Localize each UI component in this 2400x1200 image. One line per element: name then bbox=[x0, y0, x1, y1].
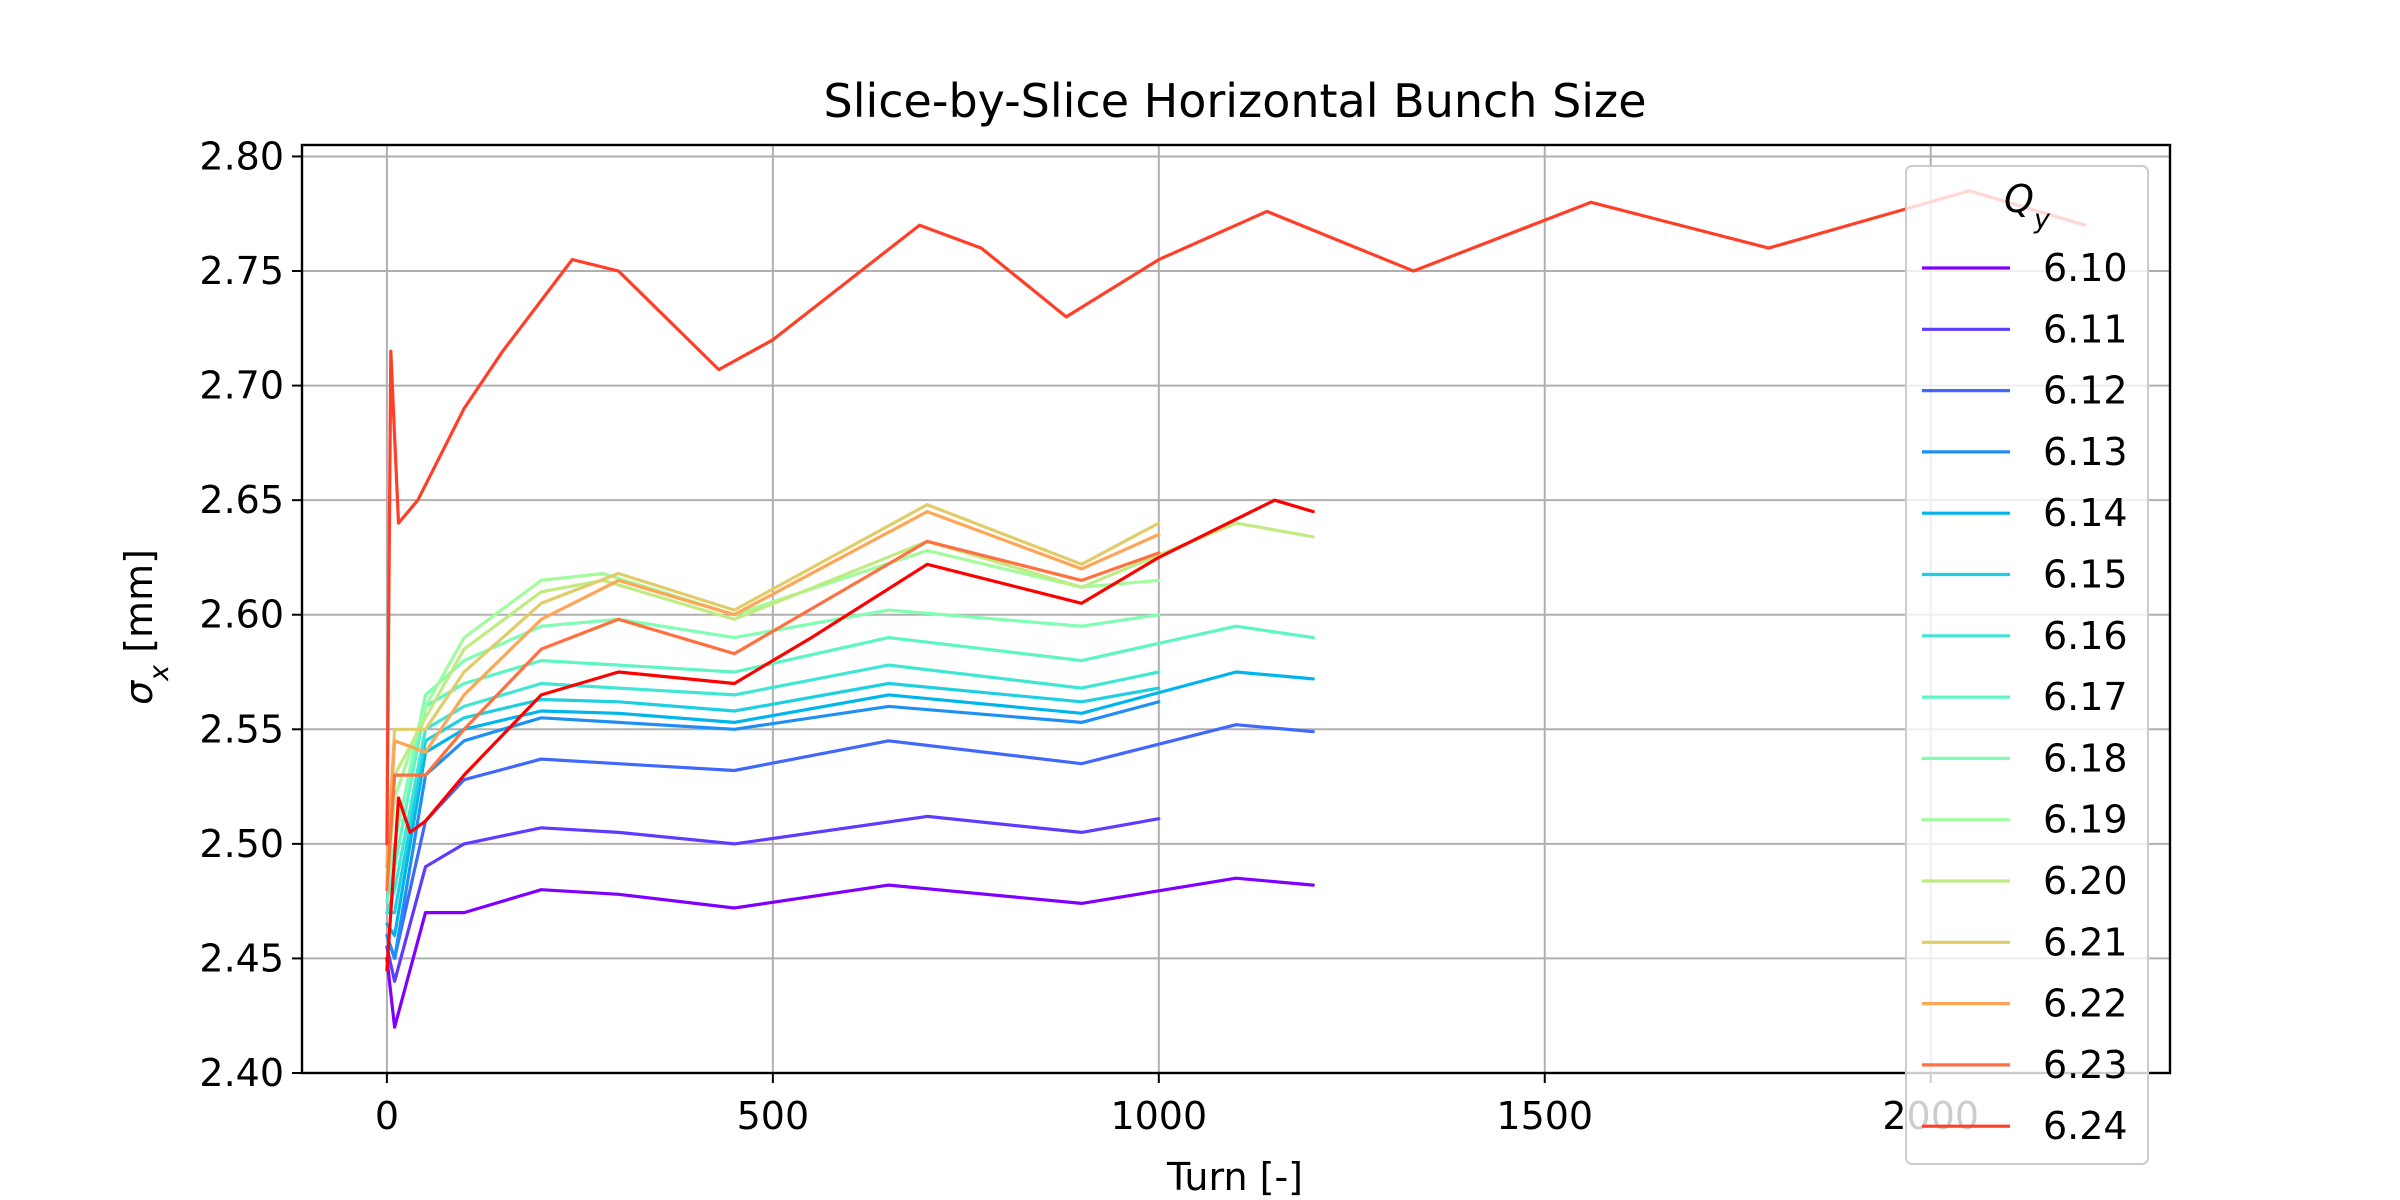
series-line-extra bbox=[385, 498, 1315, 972]
legend-title: Qy bbox=[2004, 177, 2051, 235]
y-tick-label: 2.60 bbox=[199, 593, 284, 637]
legend-label-6-10: 6.10 bbox=[2043, 246, 2128, 290]
y-axis-label-symbol: σ bbox=[117, 679, 161, 705]
x-tick-label: 1000 bbox=[1110, 1094, 1207, 1138]
legend-title-subscript: y bbox=[2033, 204, 2051, 235]
series-line-6-23 bbox=[385, 539, 1161, 892]
legend-label-6-15: 6.15 bbox=[2043, 553, 2128, 597]
series-line-6-22 bbox=[385, 510, 1161, 869]
legend-items: 6.10 6.11 6.12 6.13 6.14 6.15 6.16 6.17 6.18 6.19… bbox=[1922, 246, 2128, 1148]
legend-label-6-20: 6.20 bbox=[2043, 859, 2128, 903]
y-tick-label: 2.70 bbox=[199, 364, 284, 408]
legend-label-6-16: 6.16 bbox=[2043, 614, 2128, 658]
plot-frame bbox=[300, 143, 2172, 1075]
series-line-6-13 bbox=[385, 700, 1161, 961]
legend: Qy 6.106.116.126.136.146.156.166.176.186… bbox=[1905, 165, 2149, 1165]
y-tick-label: 2.40 bbox=[199, 1051, 284, 1095]
series-line-6-21 bbox=[385, 503, 1161, 869]
y-tick-label: 2.55 bbox=[199, 707, 284, 751]
y-tick-label: 2.50 bbox=[199, 822, 284, 866]
series-line-6-11 bbox=[385, 814, 1161, 983]
legend-box bbox=[1905, 165, 2149, 1165]
chart-title: Slice-by-Slice Horizontal Bunch Size bbox=[824, 74, 1647, 128]
ticks: 05001000150020002.402.452.502.552.602.65… bbox=[199, 134, 1979, 1138]
legend-label-6-18: 6.18 bbox=[2043, 736, 2128, 780]
legend-label-6-12: 6.12 bbox=[2043, 369, 2128, 413]
legend-label-6-24: 6.24 bbox=[2043, 1104, 2128, 1148]
series-line-6-16 bbox=[385, 663, 1161, 915]
series-line-6-17 bbox=[385, 624, 1315, 903]
legend-label-6-22: 6.22 bbox=[2043, 982, 2128, 1026]
legend-label-6-13: 6.13 bbox=[2043, 430, 2128, 474]
y-tick-label: 2.80 bbox=[199, 134, 284, 178]
series-line-6-12 bbox=[385, 723, 1315, 961]
y-tick-label: 2.45 bbox=[199, 936, 284, 980]
legend-title-symbol: Q bbox=[2004, 177, 2034, 221]
series-line-6-19 bbox=[385, 548, 1161, 892]
series-line-6-18 bbox=[385, 608, 1161, 892]
legend-label-6-14: 6.14 bbox=[2043, 491, 2128, 535]
y-axis-label-unit: [mm] bbox=[117, 549, 161, 665]
x-tick-label: 0 bbox=[375, 1094, 399, 1138]
series-line-6-10 bbox=[385, 876, 1315, 1029]
x-tick-label: 1500 bbox=[1496, 1094, 1593, 1138]
x-tick-label: 500 bbox=[737, 1094, 810, 1138]
series-lines bbox=[385, 189, 2087, 1029]
x-axis-label: Turn [-] bbox=[1166, 1155, 1303, 1199]
y-tick-label: 2.65 bbox=[199, 478, 284, 522]
legend-label-6-19: 6.19 bbox=[2043, 798, 2128, 842]
legend-label-6-17: 6.17 bbox=[2043, 675, 2128, 719]
legend-label-6-21: 6.21 bbox=[2043, 920, 2128, 964]
grid bbox=[302, 145, 2170, 1074]
series-line-6-14 bbox=[385, 670, 1315, 938]
series-line-6-15 bbox=[385, 681, 1161, 915]
series-line-6-24 bbox=[385, 189, 2087, 846]
legend-label-6-11: 6.11 bbox=[2043, 307, 2128, 351]
y-tick-label: 2.75 bbox=[199, 249, 284, 293]
legend-label-6-23: 6.23 bbox=[2043, 1043, 2128, 1087]
y-axis-label-subscript: x bbox=[144, 664, 175, 682]
y-axis-label: σx [mm] bbox=[117, 549, 175, 705]
